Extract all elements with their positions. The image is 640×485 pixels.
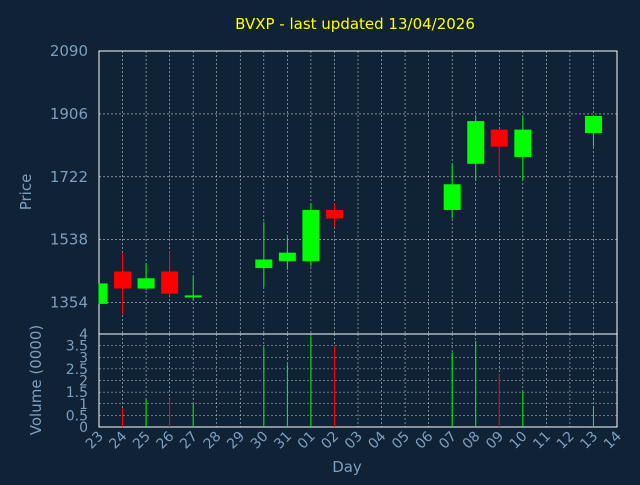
candle-body xyxy=(99,283,108,304)
volume-tick-label: 2 xyxy=(79,374,88,390)
candle-body xyxy=(490,129,508,147)
candle-body xyxy=(114,271,132,289)
price-tick-label: 1354 xyxy=(50,294,88,312)
candle-body xyxy=(584,115,602,134)
volume-bars-layer xyxy=(122,336,594,427)
volume-tick-label: 3.5 xyxy=(66,339,88,355)
chart-title: BVXP - last updated 13/04/2026 xyxy=(235,15,475,33)
price-tick-label: 2090 xyxy=(50,42,88,60)
candle-body xyxy=(278,252,296,262)
candle-body xyxy=(325,209,343,219)
x-axis-ticks: 23 24 25 26 27 28 29 30 31 01 02 03 04 05 06 07 08 09 10 11… xyxy=(83,428,625,452)
candle-body xyxy=(467,121,485,164)
volume-axis-ticks: 43.532.521.510.50 xyxy=(66,327,88,436)
volume-tick-label: 4 xyxy=(79,327,88,343)
candle-body xyxy=(137,278,155,289)
x-grid xyxy=(122,51,594,427)
candles-layer xyxy=(98,115,602,315)
volume-tick-label: 1 xyxy=(79,397,88,413)
volume-tick-label: 1.5 xyxy=(66,385,88,401)
candle-body xyxy=(302,209,320,262)
candle-body xyxy=(514,129,532,157)
candle-body xyxy=(184,295,202,298)
volume-tick-label: 3 xyxy=(79,350,88,366)
volume-axis-label: Volume (0000) xyxy=(27,325,45,435)
volume-tick-label: 2.5 xyxy=(66,362,88,378)
volume-tick-label: 0.5 xyxy=(66,408,88,424)
price-axis-ticks: 2090 1906 1722 1538 1354 xyxy=(50,42,88,312)
x-axis-label: Day xyxy=(332,458,362,476)
price-tick-label: 1906 xyxy=(50,105,88,123)
volume-tick-label: 0 xyxy=(79,420,88,436)
price-axis-label: Price xyxy=(17,174,35,211)
price-tick-label: 1538 xyxy=(50,231,88,249)
price-tick-label: 1722 xyxy=(50,168,88,186)
candle-body xyxy=(161,271,179,294)
candle-body xyxy=(443,184,461,210)
candle-body xyxy=(255,259,273,269)
